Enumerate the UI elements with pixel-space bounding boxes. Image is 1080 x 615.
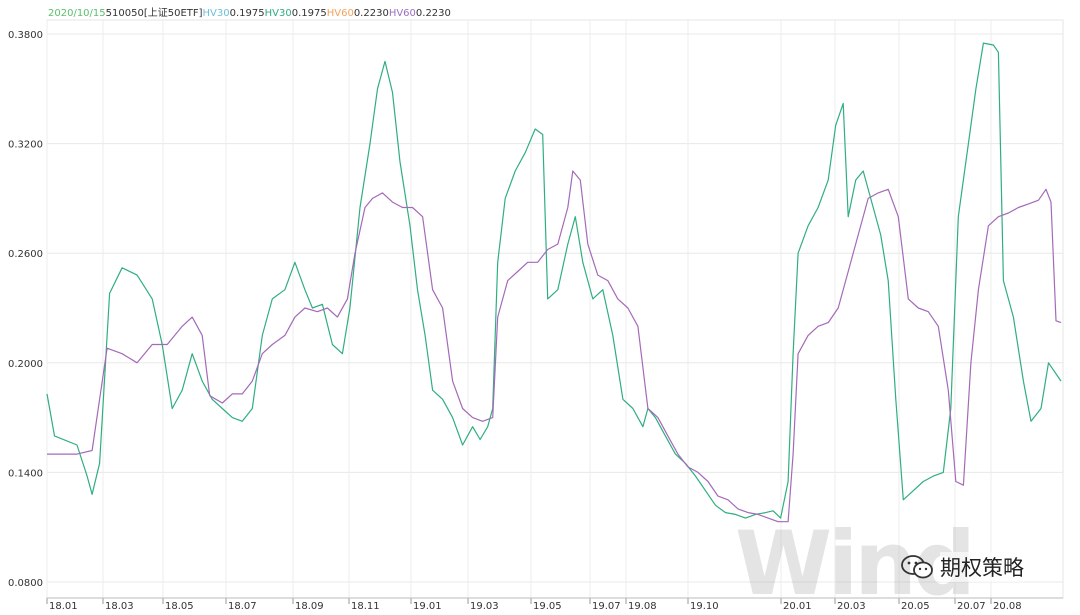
x-tick-label: 18.01	[49, 601, 78, 612]
x-tick-label: 20.05	[901, 601, 930, 612]
legend-item-label: HV60	[388, 8, 416, 19]
brand-badge: 期权策略	[900, 552, 1024, 582]
y-axis: 0.0800 0.1400 0.2000 0.2600 0.3200 0.3800	[8, 30, 43, 589]
x-tick-label: 18.09	[295, 601, 324, 612]
y-tick-label: 0.3800	[8, 30, 43, 41]
legend-code: 510050[上证50ETF]	[105, 8, 203, 19]
y-tick-label: 0.2600	[8, 249, 43, 260]
x-tick-label: 20.07	[957, 601, 986, 612]
x-tick-label: 19.08	[628, 601, 657, 612]
legend-item-label: HV30	[264, 8, 292, 19]
legend-item-value: 0.1975	[291, 8, 327, 19]
x-tick-label: 20.08	[993, 601, 1022, 612]
x-tick-label: 19.07	[592, 601, 621, 612]
legend-item-value: 0.2230	[415, 8, 451, 19]
y-tick-label: 0.2000	[8, 359, 43, 370]
x-tick-label: 19.03	[470, 601, 499, 612]
series-line-hv60	[47, 170, 1062, 523]
wechat-icon	[901, 555, 933, 579]
x-tick-label: 18.07	[228, 601, 257, 612]
y-tick-label: 0.1400	[8, 468, 43, 479]
x-tick-label: 20.03	[837, 601, 866, 612]
x-tick-label: 19.10	[690, 601, 719, 612]
legend-item-label: HV30	[202, 8, 230, 19]
y-tick-label: 0.0800	[8, 578, 43, 589]
y-tick-label: 0.3200	[8, 140, 43, 151]
series-layer	[46, 42, 1062, 523]
brand-text: 期权策略	[940, 552, 1024, 582]
legend-item-label: HV60	[326, 8, 354, 19]
legend-item-value: 0.1975	[229, 8, 265, 19]
x-tick-label: 19.05	[533, 601, 562, 612]
x-tick-label: 19.01	[413, 601, 442, 612]
x-axis: 18.01 18.03 18.05 18.07 18.09 18.11 19.01 19.03…	[46, 597, 1063, 612]
legend-date: 2020/10/15	[48, 8, 106, 19]
wind-watermark: Wind	[735, 512, 976, 615]
legend-item-value: 0.2230	[353, 8, 389, 19]
legend: 2020/10/15510050[上证50ETF]HV300.1975HV300…	[48, 4, 451, 19]
x-tick-label: 18.11	[351, 601, 380, 612]
x-tick-label: 18.05	[165, 601, 194, 612]
x-tick-label: 18.03	[105, 601, 134, 612]
x-tick-label: 20.01	[783, 601, 812, 612]
series-line-hv30	[46, 42, 1062, 519]
